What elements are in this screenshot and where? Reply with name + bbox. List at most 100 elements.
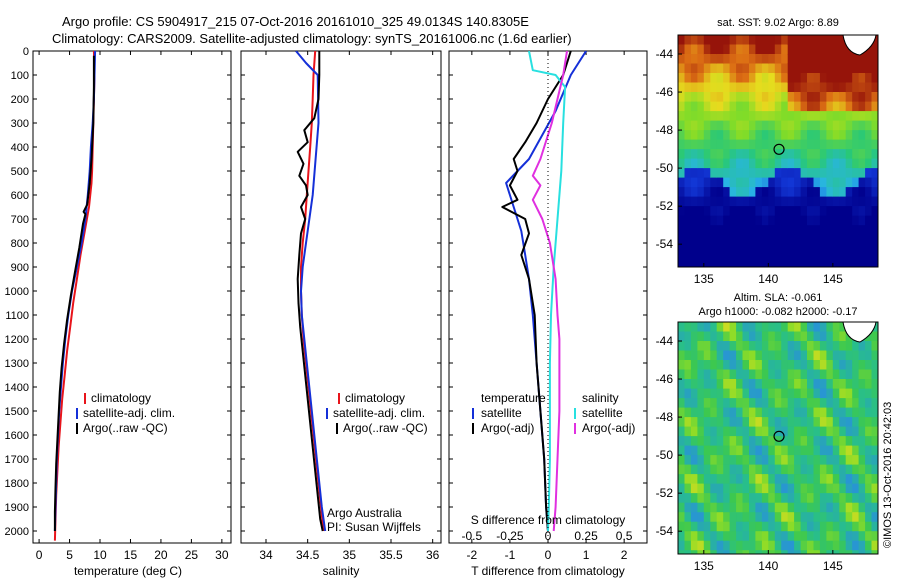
map-cell — [781, 225, 789, 236]
map-cell — [768, 35, 776, 45]
map-cell — [755, 168, 763, 179]
map-cell — [697, 206, 705, 217]
map-cell — [736, 417, 744, 428]
map-cell — [761, 101, 769, 112]
map-cell — [781, 54, 789, 64]
map-cell — [858, 215, 866, 226]
map-cell — [781, 436, 789, 447]
map-cell — [852, 82, 860, 93]
map-cell — [768, 483, 776, 494]
map-cell — [774, 540, 782, 551]
map-cell — [871, 417, 878, 428]
map-cell — [697, 168, 705, 179]
map-cell — [684, 531, 692, 542]
map-cell — [742, 540, 750, 551]
map-cell — [710, 360, 718, 370]
map-y-label: -54 — [656, 237, 674, 251]
map-cell — [839, 149, 847, 160]
map-cell — [690, 158, 698, 169]
map-cell — [678, 120, 685, 131]
map-cell — [749, 82, 756, 93]
map-cell — [755, 388, 763, 399]
map-cell — [787, 436, 795, 447]
map-cell — [690, 436, 698, 447]
map-cell — [865, 54, 873, 64]
map-cell — [800, 502, 808, 513]
map-cell — [736, 455, 744, 466]
map-cell — [768, 464, 776, 475]
map-cell — [768, 215, 776, 226]
map-cell — [690, 73, 698, 83]
map-cell — [761, 341, 769, 351]
map-cell — [729, 225, 737, 236]
map-cell — [787, 474, 795, 485]
map-cell — [774, 177, 782, 188]
map-cell — [794, 35, 802, 45]
map-cell — [749, 464, 756, 475]
map-cell — [794, 445, 802, 456]
map-cell — [736, 149, 744, 160]
map-cell — [755, 82, 763, 93]
map-cell — [761, 426, 769, 437]
map-cell — [819, 111, 827, 122]
map-cell — [826, 35, 834, 45]
map-cell — [729, 455, 737, 466]
x-tick-label: 0 — [36, 548, 43, 562]
map-cell — [852, 493, 860, 504]
difference-xlabel: T difference from climatology — [471, 564, 625, 578]
map-cell — [690, 215, 698, 226]
map-cell — [787, 168, 795, 179]
map-cell — [684, 82, 692, 93]
map-cell — [826, 398, 834, 409]
map-cell — [845, 436, 853, 447]
legend-item: temperature — [481, 391, 546, 405]
map-cell — [749, 234, 756, 245]
map-cell — [768, 436, 776, 447]
map-cell — [865, 101, 873, 112]
map-cell — [729, 474, 737, 485]
map-cell — [787, 369, 795, 380]
map-cell — [794, 474, 802, 485]
map-cell — [729, 206, 737, 217]
map-cell — [749, 35, 756, 45]
map-cell — [807, 92, 814, 102]
x-tick-label: 1 — [583, 548, 590, 562]
map-cell — [697, 120, 705, 131]
map-cell — [723, 44, 731, 55]
map-cell — [832, 101, 840, 112]
map-cell — [749, 360, 756, 370]
map-cell — [839, 502, 847, 513]
map-cell — [794, 360, 802, 370]
map-cell — [716, 196, 724, 207]
map-cell — [690, 350, 698, 361]
map-cell — [819, 512, 827, 523]
map-cell — [800, 417, 808, 428]
map-cell — [845, 341, 853, 351]
map-cell — [684, 455, 692, 466]
map-cell — [755, 550, 763, 554]
map-cell — [794, 540, 802, 551]
map-y-label: -52 — [656, 199, 674, 213]
map-cell — [723, 540, 731, 551]
map-cell — [781, 474, 789, 485]
map-cell — [800, 474, 808, 485]
map-cell — [807, 120, 814, 131]
map-cell — [684, 350, 692, 361]
map-cell — [768, 531, 776, 542]
map-cell — [800, 436, 808, 447]
map-cell — [761, 550, 769, 554]
map-cell — [716, 120, 724, 131]
map-cell — [768, 322, 776, 332]
map-cell — [710, 111, 718, 122]
map-cell — [716, 322, 724, 332]
map-cell — [787, 417, 795, 428]
map-cell — [807, 196, 814, 207]
map-cell — [794, 54, 802, 64]
map-cell — [742, 196, 750, 207]
legend-item: Argo(..raw -QC) — [83, 421, 168, 435]
map-y-label: -46 — [656, 372, 674, 386]
map-cell — [710, 417, 718, 428]
map-cell — [761, 350, 769, 361]
map-cell — [678, 253, 685, 264]
map-cell — [736, 407, 744, 418]
